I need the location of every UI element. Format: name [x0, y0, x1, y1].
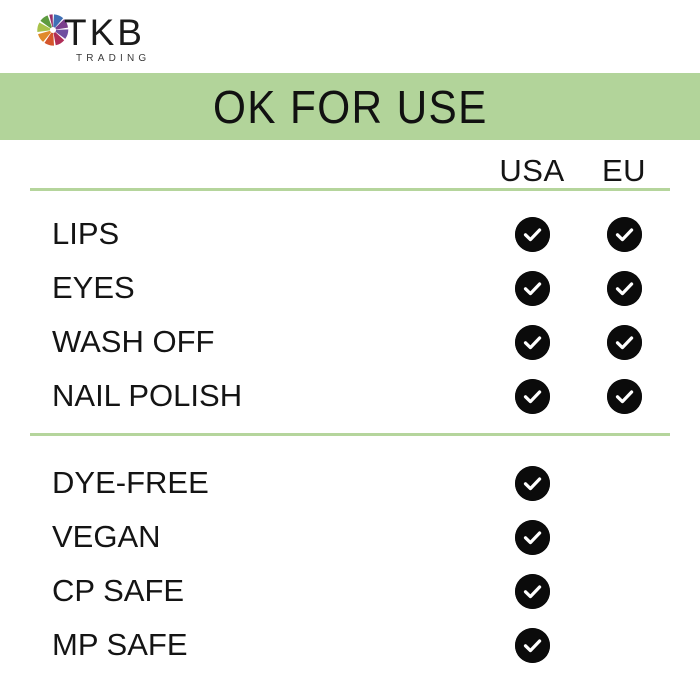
row-label: DYE-FREE	[52, 465, 209, 500]
check-circle-icon	[514, 465, 550, 501]
cell-usa	[486, 627, 578, 663]
table-row: LIPS	[30, 207, 670, 261]
cell-usa	[486, 519, 578, 555]
column-header-usa: USA	[499, 153, 565, 188]
table-row: VEGAN	[30, 510, 670, 564]
cell-eu	[578, 378, 670, 414]
brand-bar: TKB TRADING	[0, 0, 700, 73]
cell-usa	[486, 216, 578, 252]
check-circle-icon	[514, 324, 550, 360]
wordmark: TKB TRADING	[64, 8, 150, 65]
title-band: OK FOR USE	[0, 73, 700, 140]
check-circle-icon	[514, 627, 550, 663]
table-row: WASH OFF	[30, 315, 670, 369]
check-circle-icon	[514, 519, 550, 555]
check-circle-icon	[514, 270, 550, 306]
check-circle-icon	[606, 324, 642, 360]
pinwheel-icon	[36, 13, 70, 47]
compatibility-table: USA EU LIPS	[0, 140, 700, 678]
row-label: CP SAFE	[52, 573, 185, 608]
cell-usa	[486, 270, 578, 306]
row-label: MP SAFE	[52, 627, 188, 662]
table-column-header-row: USA EU	[30, 140, 670, 188]
check-circle-icon	[514, 216, 550, 252]
check-circle-icon	[514, 573, 550, 609]
table-group-approved-uses: LIPS EYES	[30, 191, 670, 433]
cell-usa	[486, 465, 578, 501]
cell-usa	[486, 324, 578, 360]
cell-eu	[578, 270, 670, 306]
row-label: WASH OFF	[52, 324, 215, 359]
row-label: LIPS	[52, 216, 120, 251]
cell-eu	[578, 324, 670, 360]
logo-lockup: TKB TRADING	[36, 8, 150, 65]
row-label: EYES	[52, 270, 135, 305]
cell-usa	[486, 573, 578, 609]
table-group-product-attributes: DYE-FREE VEGAN	[30, 436, 670, 678]
check-circle-icon	[606, 216, 642, 252]
table-row: MP SAFE	[30, 618, 670, 672]
check-circle-icon	[606, 378, 642, 414]
check-circle-icon	[606, 270, 642, 306]
divider-top	[30, 188, 670, 191]
brand-name: TKB	[64, 12, 145, 53]
divider-middle	[30, 433, 670, 436]
cell-eu	[578, 216, 670, 252]
column-header-eu: EU	[601, 153, 647, 188]
row-label: NAIL POLISH	[52, 378, 243, 413]
table-row: DYE-FREE	[30, 456, 670, 510]
row-label: VEGAN	[52, 519, 161, 554]
check-circle-icon	[514, 378, 550, 414]
brand-tagline: TRADING	[76, 53, 151, 64]
cell-usa	[486, 378, 578, 414]
page-title: OK FOR USE	[212, 80, 488, 133]
table-row: CP SAFE	[30, 564, 670, 618]
table-row: EYES	[30, 261, 670, 315]
table-row: NAIL POLISH	[30, 369, 670, 423]
